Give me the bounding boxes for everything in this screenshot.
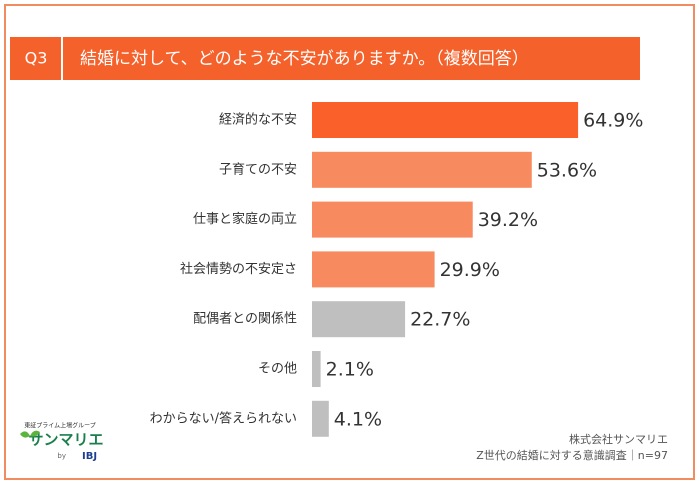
- logo-tagline: 東証プライム上場グループ: [24, 422, 96, 430]
- value-label: 64.9%: [583, 110, 643, 132]
- category-label: 経済的な不安: [219, 112, 297, 128]
- bar: [312, 151, 532, 188]
- category-label: わからない/答えられない: [150, 410, 297, 426]
- value-label: 39.2%: [478, 209, 538, 231]
- category-label: その他: [258, 362, 297, 377]
- source: 株式会社サンマリエ: [569, 432, 668, 446]
- bar: [312, 400, 329, 437]
- category-label: 子育ての不安: [219, 161, 297, 177]
- logo-leaf: [20, 430, 40, 438]
- question-no: Q3: [25, 49, 48, 68]
- source: Z世代の結婚に対する意識調査｜n=97: [476, 448, 668, 462]
- value-label: 22.7%: [410, 309, 470, 331]
- frame: [4, 4, 695, 480]
- bar: [312, 102, 579, 138]
- logo-brand: サンマリエ: [28, 431, 103, 449]
- value-label: 53.6%: [537, 159, 597, 181]
- chart-title: 結婚に対して、どのような不安がありますか。（複数回答）: [80, 49, 529, 69]
- bar: [312, 351, 321, 387]
- bar: [312, 301, 406, 338]
- category-label: 配偶者との関係性: [193, 312, 297, 327]
- title-bar: [10, 37, 640, 80]
- value-label: 2.1%: [326, 359, 374, 381]
- category-label: 仕事と家庭の両立: [193, 211, 297, 227]
- bar: [312, 251, 435, 288]
- value-label: 4.1%: [334, 408, 382, 430]
- bar: [312, 201, 473, 238]
- logo-parent: IBJ: [82, 451, 97, 462]
- value-label: 29.9%: [440, 259, 500, 281]
- logo-by: by: [57, 452, 66, 460]
- category-label: 社会情勢の不安定さ: [180, 261, 297, 277]
